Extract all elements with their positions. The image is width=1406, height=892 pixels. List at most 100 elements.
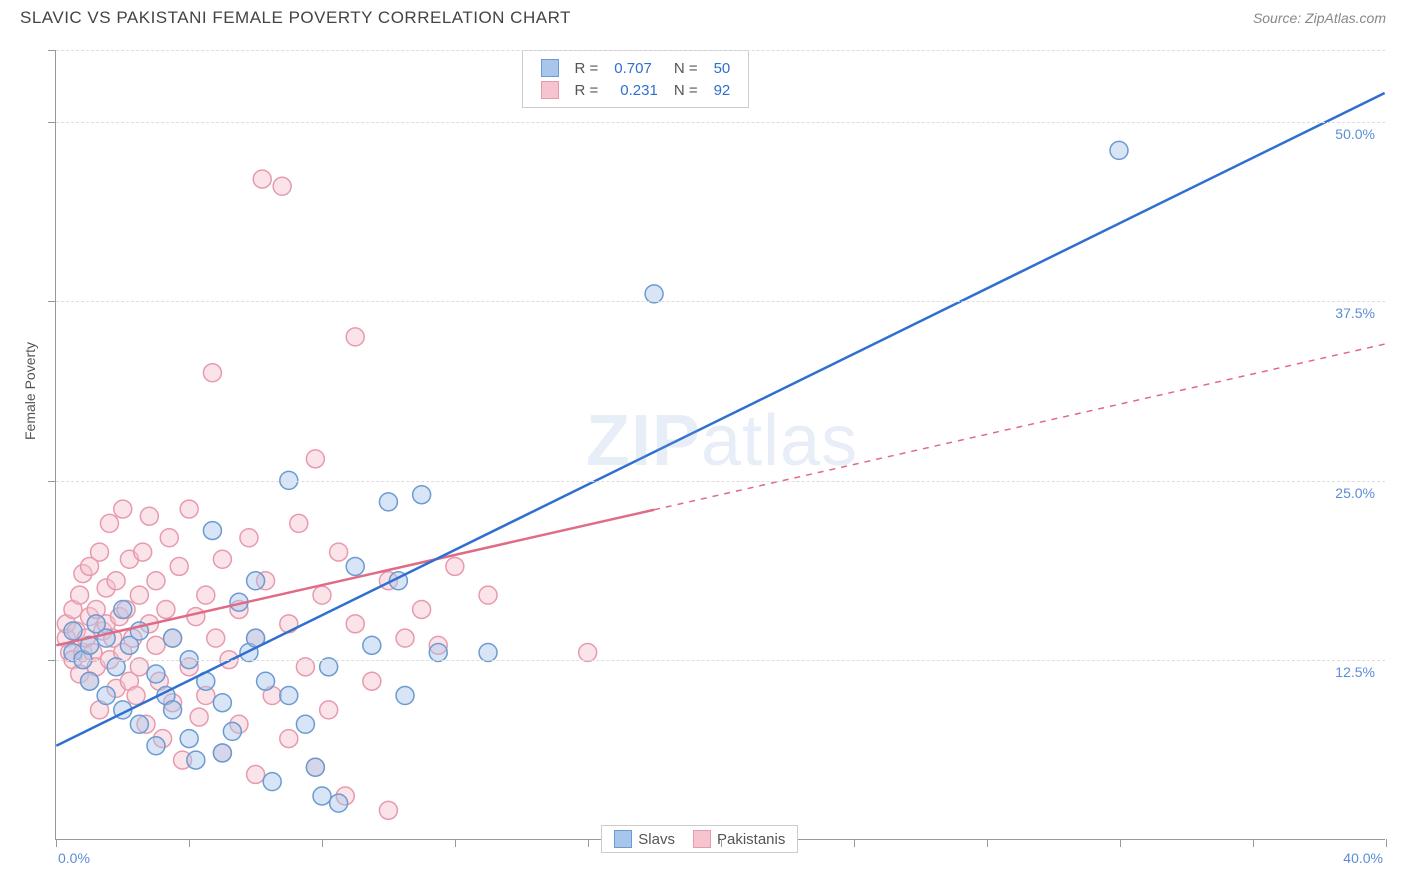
- point-pakistanis: [190, 708, 208, 726]
- point-pakistanis: [147, 636, 165, 654]
- point-slavs: [363, 636, 381, 654]
- x-tick: [1120, 839, 1121, 847]
- y-tick: [48, 122, 56, 123]
- gridline-h: [56, 50, 1385, 51]
- x-tick: [987, 839, 988, 847]
- point-slavs: [280, 687, 298, 705]
- point-pakistanis: [290, 514, 308, 532]
- x-tick: [1386, 839, 1387, 847]
- point-slavs: [164, 701, 182, 719]
- point-slavs: [64, 622, 82, 640]
- point-pakistanis: [273, 177, 291, 195]
- point-pakistanis: [446, 557, 464, 575]
- x-tick: [588, 839, 589, 847]
- y-tick: [48, 481, 56, 482]
- point-slavs: [479, 644, 497, 662]
- point-slavs: [313, 787, 331, 805]
- legend-label-slavs: Slavs: [638, 831, 675, 848]
- swatch-slavs: [541, 59, 559, 77]
- point-pakistanis: [320, 701, 338, 719]
- point-slavs: [147, 665, 165, 683]
- point-slavs: [180, 730, 198, 748]
- chart-plot-area: ZIPatlas R = 0.707 N = 50 R = 0.231 N = …: [55, 50, 1385, 840]
- y-tick-label: 50.0%: [1335, 126, 1375, 142]
- point-pakistanis: [313, 586, 331, 604]
- point-pakistanis: [160, 529, 178, 547]
- r-value-pakistanis: 0.231: [606, 79, 666, 101]
- point-slavs: [223, 722, 241, 740]
- y-tick-label: 25.0%: [1335, 485, 1375, 501]
- x-label-right: 40.0%: [1343, 850, 1383, 866]
- point-pakistanis: [330, 543, 348, 561]
- point-slavs: [247, 572, 265, 590]
- y-tick: [48, 50, 56, 51]
- point-pakistanis: [363, 672, 381, 690]
- point-slavs: [379, 493, 397, 511]
- y-axis-label: Female Poverty: [22, 342, 38, 440]
- gridline-h: [56, 122, 1385, 123]
- point-slavs: [213, 744, 231, 762]
- x-tick: [721, 839, 722, 847]
- y-tick: [48, 301, 56, 302]
- correlation-legend-table: R = 0.707 N = 50 R = 0.231 N = 92: [533, 57, 739, 101]
- point-slavs: [147, 737, 165, 755]
- chart-source: Source: ZipAtlas.com: [1253, 10, 1386, 26]
- n-value-pakistanis: 92: [706, 79, 739, 101]
- swatch-pakistanis: [541, 81, 559, 99]
- chart-header: SLAVIC VS PAKISTANI FEMALE POVERTY CORRE…: [0, 0, 1406, 32]
- point-pakistanis: [280, 730, 298, 748]
- point-slavs: [164, 629, 182, 647]
- point-slavs: [396, 687, 414, 705]
- trendline-ext-pakistanis: [654, 344, 1385, 510]
- point-pakistanis: [396, 629, 414, 647]
- x-tick: [854, 839, 855, 847]
- r-value-slavs: 0.707: [606, 57, 666, 79]
- point-pakistanis: [91, 543, 109, 561]
- gridline-h: [56, 660, 1385, 661]
- point-pakistanis: [240, 529, 258, 547]
- legend-item-pakistanis: Pakistanis: [693, 830, 785, 848]
- correlation-legend: R = 0.707 N = 50 R = 0.231 N = 92: [522, 50, 750, 108]
- point-slavs: [263, 773, 281, 791]
- point-pakistanis: [346, 615, 364, 633]
- point-pakistanis: [413, 600, 431, 618]
- point-slavs: [330, 794, 348, 812]
- point-pakistanis: [479, 586, 497, 604]
- point-pakistanis: [379, 801, 397, 819]
- point-pakistanis: [71, 586, 89, 604]
- x-tick: [455, 839, 456, 847]
- point-pakistanis: [170, 557, 188, 575]
- scatter-svg: [56, 50, 1385, 839]
- point-slavs: [413, 486, 431, 504]
- point-pakistanis: [346, 328, 364, 346]
- point-pakistanis: [180, 500, 198, 518]
- point-pakistanis: [127, 687, 145, 705]
- gridline-h: [56, 481, 1385, 482]
- point-slavs: [203, 522, 221, 540]
- point-pakistanis: [147, 572, 165, 590]
- point-slavs: [213, 694, 231, 712]
- point-pakistanis: [107, 572, 125, 590]
- point-slavs: [257, 672, 275, 690]
- point-slavs: [306, 758, 324, 776]
- point-pakistanis: [280, 615, 298, 633]
- x-tick: [189, 839, 190, 847]
- trendline-slavs: [56, 93, 1384, 746]
- point-slavs: [130, 715, 148, 733]
- point-pakistanis: [197, 586, 215, 604]
- point-pakistanis: [253, 170, 271, 188]
- correlation-row-pakistanis: R = 0.231 N = 92: [533, 79, 739, 101]
- point-slavs: [81, 672, 99, 690]
- point-pakistanis: [306, 450, 324, 468]
- legend-swatch-pakistanis: [693, 830, 711, 848]
- point-slavs: [114, 600, 132, 618]
- point-pakistanis: [130, 586, 148, 604]
- point-slavs: [296, 715, 314, 733]
- legend-swatch-slavs: [614, 830, 632, 848]
- point-pakistanis: [114, 500, 132, 518]
- series-legend: Slavs Pakistanis: [601, 825, 798, 853]
- y-tick-label: 12.5%: [1335, 664, 1375, 680]
- point-pakistanis: [247, 765, 265, 783]
- x-tick: [56, 839, 57, 847]
- y-tick-label: 37.5%: [1335, 305, 1375, 321]
